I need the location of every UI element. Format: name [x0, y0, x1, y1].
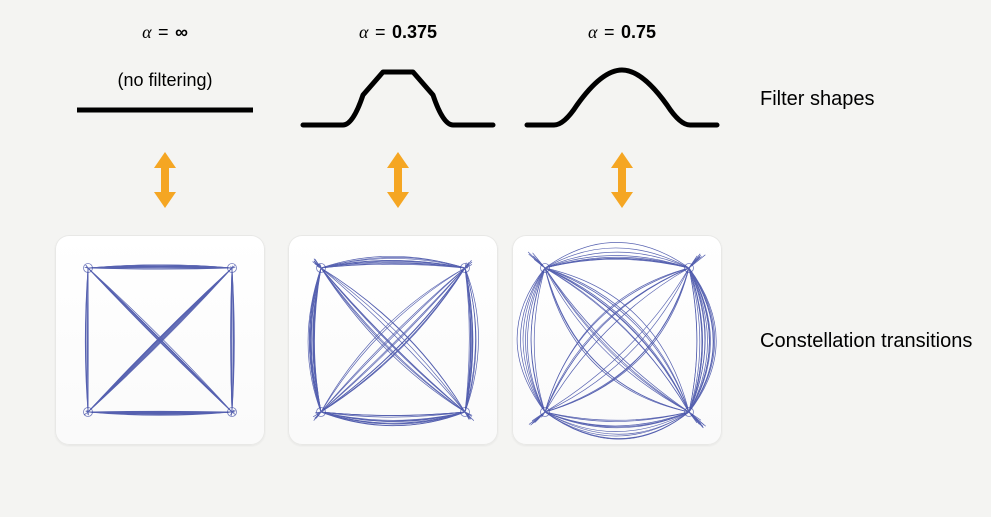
no-filtering-label: (no filtering) — [55, 70, 275, 91]
filter-shape-rounded — [512, 50, 732, 130]
alpha-symbol: α — [359, 22, 368, 42]
equals-sign: = — [158, 22, 169, 42]
alpha-symbol: α — [142, 22, 151, 42]
constellation-transitions-label: Constellation transitions — [760, 330, 972, 353]
constellation-panel — [512, 235, 722, 445]
equals-sign: = — [604, 22, 615, 42]
double-arrow-icon — [609, 150, 635, 215]
alpha-value: ∞ — [175, 22, 188, 42]
alpha-symbol: α — [588, 22, 597, 42]
double-arrow-icon — [385, 150, 411, 215]
alpha-value: 0.375 — [392, 22, 437, 42]
constellation-panel — [55, 235, 265, 445]
alpha-value: 0.75 — [621, 22, 656, 42]
filter-shapes-label: Filter shapes — [760, 88, 875, 111]
filter-shape-trapezoid — [288, 50, 508, 130]
equals-sign: = — [375, 22, 386, 42]
alpha-label: α = 0.375 — [288, 22, 508, 43]
constellation-panel — [288, 235, 498, 445]
double-arrow-icon — [152, 150, 178, 215]
alpha-label: α = 0.75 — [512, 22, 732, 43]
alpha-label: α = ∞ — [55, 22, 275, 43]
